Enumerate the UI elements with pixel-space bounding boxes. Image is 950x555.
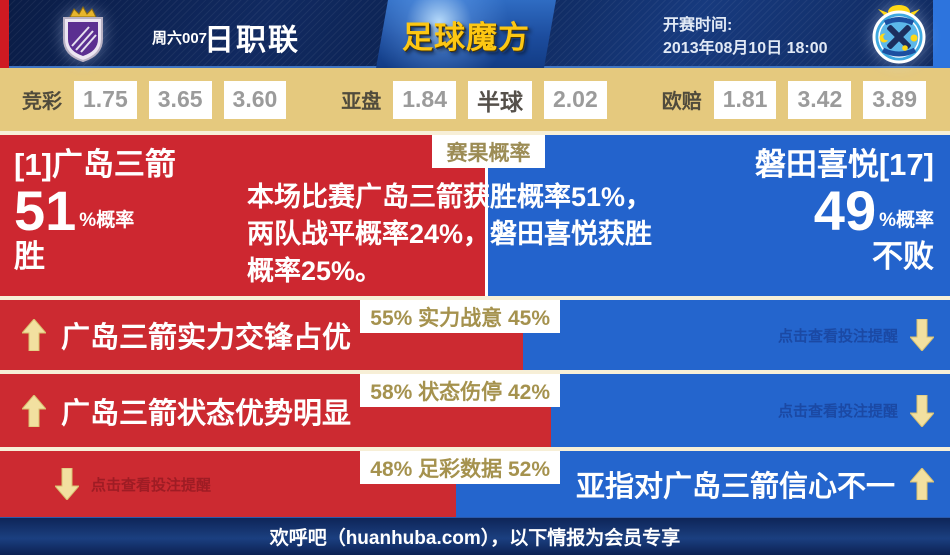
bet-reminder-label: 点击查看投注提醒 [91, 476, 212, 494]
factor-row-lottery-data: 48% 足彩数据 52% 点击查看投注提醒 亚指对广岛三箭信心不一 [0, 451, 950, 517]
up-arrow-icon [22, 394, 46, 427]
match-header: 周六007 日职联 足球魔方 开赛时间: 2013年08月10日 18:00 [0, 0, 950, 68]
away-percent-suffix: %概率 [879, 210, 934, 231]
home-team-crest-icon [52, 4, 114, 69]
away-factor-statement: 亚指对广岛三箭信心不一 [576, 463, 934, 505]
league-name: 日职联 [204, 24, 300, 57]
kickoff-label: 开赛时间: [663, 17, 733, 34]
away-percent-value: 49 [813, 179, 877, 242]
home-factor-statement: 广岛三箭状态优势明显 [22, 390, 351, 432]
away-outcome: 不败 [872, 239, 934, 274]
match-code: 周六007 [152, 30, 208, 47]
odds-bar: 竞彩 1.75 3.65 3.60 亚盘 1.84 半球 2.02 欧赔 1.8… [0, 68, 950, 131]
away-factor-bar [522, 300, 950, 370]
brand-banner: 足球魔方 [376, 0, 556, 68]
odds-value: 1.81 [713, 80, 777, 119]
home-percent-value: 51 [14, 179, 77, 242]
summary-line: 概率25%。 [247, 256, 383, 286]
probability-badge: 赛果概率 [432, 135, 545, 168]
odds-value: 1.84 [393, 80, 456, 119]
factor-label: 48% 足彩数据 52% [360, 451, 560, 484]
away-bet-reminder-button[interactable]: 点击查看投注提醒 [777, 394, 934, 427]
home-percent-row: 51 %概率 [14, 179, 176, 242]
home-team-block: [1]广岛三箭 51 %概率 胜 [14, 145, 176, 277]
right-blue-edge [933, 0, 950, 68]
away-factor-text: 亚指对广岛三箭信心不一 [575, 471, 895, 503]
factor-row-form: 58% 状态伤停 42% 广岛三箭状态优势明显 点击查看投注提醒 [0, 374, 950, 447]
odds-label-jingcai: 竞彩 [22, 91, 62, 113]
away-bet-reminder-button[interactable]: 点击查看投注提醒 [778, 319, 934, 351]
left-red-edge [0, 0, 9, 68]
away-percent-row: 49 %概率 [755, 179, 934, 242]
odds-label-yapan: 亚盘 [341, 91, 382, 113]
home-outcome: 胜 [14, 239, 45, 274]
odds-value: 3.42 [788, 80, 852, 119]
away-factor-bar [551, 374, 950, 447]
bet-reminder-label: 点击查看投注提醒 [777, 403, 898, 420]
odds-value: 3.60 [223, 80, 287, 119]
home-factor-text: 广岛三箭实力交锋占优 [61, 322, 352, 354]
factor-label: 55% 实力战意 45% [360, 300, 560, 333]
home-team-name: [1]广岛三箭 [14, 147, 176, 182]
odds-label-oupei: 欧赔 [661, 91, 702, 113]
up-arrow-icon [910, 468, 934, 500]
summary-line: 本场比赛广岛三箭获胜概率51%， [247, 182, 653, 212]
brand-logo: 足球魔方 [402, 19, 530, 55]
footer-text: 欢呼吧（huanhuba.com），以下情报为会员专享 [269, 528, 681, 549]
odds-handicap: 半球 [468, 80, 532, 119]
odds-value: 3.89 [863, 80, 926, 119]
odds-group-oupei: 欧赔 1.81 3.42 3.89 [661, 80, 926, 119]
home-bet-reminder-button[interactable]: 点击查看投注提醒 [55, 468, 211, 500]
away-team-crest-icon [867, 2, 931, 71]
home-percent-suffix: %概率 [79, 210, 135, 231]
odds-value: 1.75 [74, 80, 137, 119]
factor-label: 58% 状态伤停 42% [360, 374, 560, 407]
away-team-block: 磐田喜悦[17] 49 %概率 不败 [755, 145, 934, 277]
odds-value: 3.65 [148, 80, 212, 119]
down-arrow-icon [55, 468, 79, 500]
result-probability-section: 赛果概率 [1]广岛三箭 51 %概率 胜 本场比赛广岛三箭获胜概率51%， 两… [0, 135, 950, 296]
summary-line: 两队战平概率24%，磐田喜悦获胜 [247, 219, 653, 249]
home-probability-bar [0, 135, 485, 296]
kickoff-time: 开赛时间: 2013年08月10日 18:00 [663, 14, 828, 60]
home-factor-statement: 广岛三箭实力交锋占优 [22, 314, 351, 356]
factor-row-strength: 55% 实力战意 45% 广岛三箭实力交锋占优 点击查看投注提醒 [0, 300, 950, 370]
site-footer: 欢呼吧（huanhuba.com），以下情报为会员专享 [0, 517, 950, 555]
away-probability-bar [484, 135, 950, 296]
down-arrow-icon [910, 319, 934, 351]
odds-value: 2.02 [544, 80, 607, 119]
kickoff-datetime: 2013年08月10日 18:00 [663, 40, 828, 57]
away-team-name: 磐田喜悦[17] [754, 147, 934, 182]
home-factor-text: 广岛三箭状态优势明显 [61, 397, 352, 430]
bet-reminder-label: 点击查看投注提醒 [777, 327, 898, 345]
odds-group-jingcai: 竞彩 1.75 3.65 3.60 [22, 80, 287, 119]
down-arrow-icon [910, 394, 934, 427]
probability-summary: 本场比赛广岛三箭获胜概率51%， 两队战平概率24%，磐田喜悦获胜 概率25%。 [247, 179, 715, 290]
odds-group-yapan: 亚盘 1.84 半球 2.02 [341, 80, 607, 119]
up-arrow-icon [22, 319, 46, 351]
